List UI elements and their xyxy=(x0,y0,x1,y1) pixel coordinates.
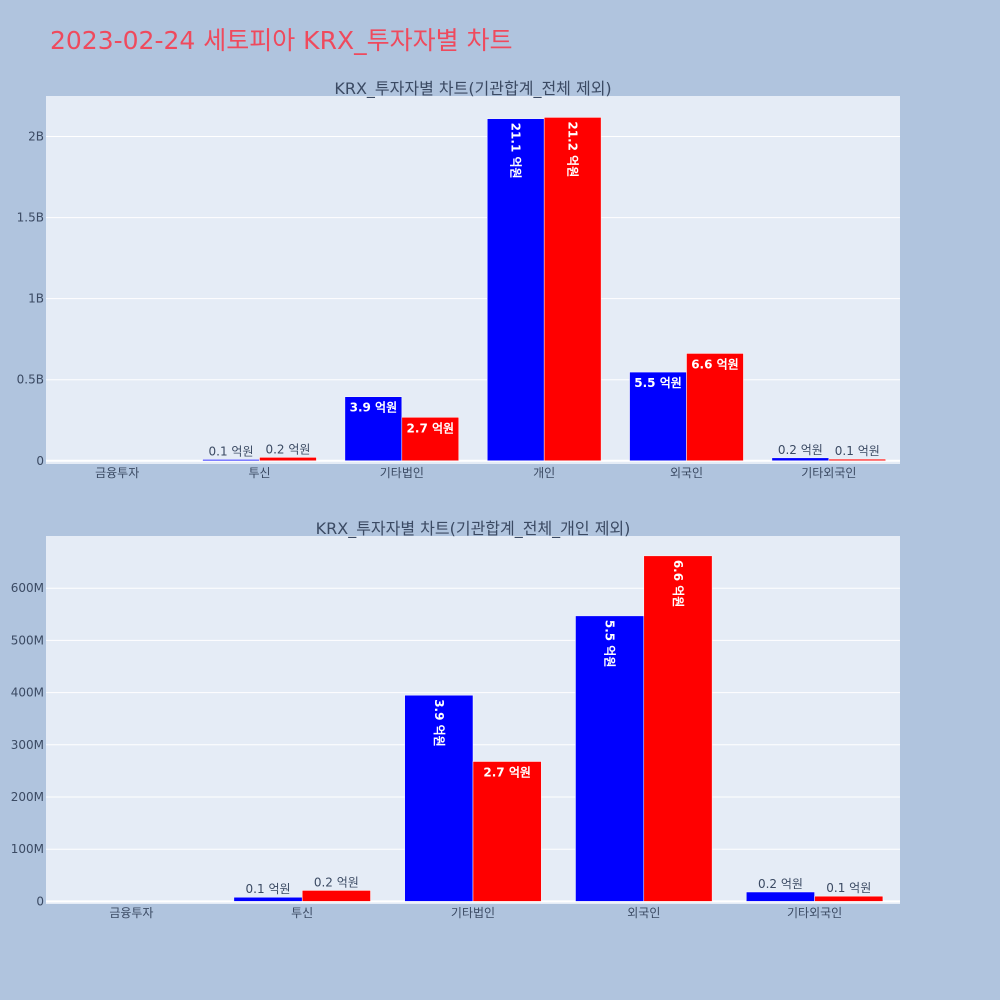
x-tick-label: 투신 xyxy=(291,906,313,920)
gridlines-top xyxy=(46,136,900,462)
data-label: 21.2 억원 xyxy=(566,121,580,177)
chart-title-top: KRX_투자자별 차트(기관합계_전체 제외) xyxy=(334,79,611,99)
bar xyxy=(828,458,887,462)
y-tick-label: 100M xyxy=(11,842,44,856)
bar xyxy=(771,457,830,462)
data-label: 0.2 억원 xyxy=(778,443,823,457)
data-label: 2.7 억원 xyxy=(483,765,531,779)
data-label: 5.5 억원 xyxy=(603,620,617,668)
data-labels-bottom: 0.1 억원 0.2 억원 3.9 억원 2.7 억원 5.5 억원 6.6 억원 0.2 … xyxy=(246,560,872,896)
y-tick-label: 300M xyxy=(11,738,44,752)
x-tick-label: 금융투자 xyxy=(109,906,153,920)
data-label: 6.6 억원 xyxy=(691,357,739,371)
y-tick-label: 0.5B xyxy=(17,373,44,387)
x-tick-label: 외국인 xyxy=(627,906,660,920)
chart-panel-top: KRX_투자자별 차트(기관합계_전체 제외) 0 0.5B 1B 1.5B 2B 금융… xyxy=(17,79,900,480)
x-tick-label: 기타외국인 xyxy=(787,906,842,920)
y-tick-label: 500M xyxy=(11,633,44,647)
bar xyxy=(404,694,474,902)
y-tick-label: 1B xyxy=(28,292,44,306)
x-tick-label: 외국인 xyxy=(670,466,703,480)
y-axis-bottom: 0 100M 200M 300M 400M 500M 600M xyxy=(11,581,44,908)
data-label: 0.2 억원 xyxy=(265,442,310,456)
data-label: 2.7 억원 xyxy=(407,421,455,435)
bar xyxy=(575,615,645,902)
x-tick-label: 금융투자 xyxy=(95,466,139,480)
bar xyxy=(472,761,542,902)
bar xyxy=(814,895,884,902)
bars-bottom xyxy=(233,555,884,902)
y-tick-label: 600M xyxy=(11,581,44,595)
bar xyxy=(401,417,460,462)
chart-panel-bottom: KRX_투자자별 차트(기관합계_전체_개인 제외) 0 100M 200M 300M… xyxy=(11,519,900,920)
bar xyxy=(259,457,317,462)
data-label: 0.2 억원 xyxy=(758,877,803,891)
bar xyxy=(686,353,744,462)
data-labels-top: 0.1 억원 0.2 억원 3.9 억원 2.7 억원 21.1 억원 21.2 억원 5.… xyxy=(209,121,880,458)
y-tick-label: 0 xyxy=(36,894,44,908)
bar xyxy=(486,118,545,462)
bar xyxy=(202,459,260,462)
bar xyxy=(233,896,303,902)
page-title: 2023-02-24 세토피아 KRX_투자자별 차트 xyxy=(50,26,513,55)
data-label: 21.1 억원 xyxy=(509,123,523,179)
bars-top xyxy=(202,117,887,462)
bar xyxy=(301,890,371,902)
bar xyxy=(643,555,713,902)
plot-area-top xyxy=(46,96,900,464)
data-label: 0.1 억원 xyxy=(209,444,254,458)
data-label: 0.1 억원 xyxy=(826,881,871,895)
y-tick-label: 0 xyxy=(36,454,44,468)
x-tick-label: 기타법인 xyxy=(451,906,495,920)
bar xyxy=(543,117,602,462)
x-axis-top: 금융투자 투신 기타법인 개인 외국인 기타외국인 xyxy=(95,466,856,480)
y-axis-top: 0 0.5B 1B 1.5B 2B xyxy=(17,130,44,468)
x-tick-label: 기타법인 xyxy=(380,466,424,480)
data-label: 0.1 억원 xyxy=(246,882,291,896)
data-label: 0.1 억원 xyxy=(835,444,880,458)
y-tick-label: 400M xyxy=(11,686,44,700)
x-tick-label: 투신 xyxy=(248,466,270,480)
y-tick-label: 2B xyxy=(28,130,44,144)
data-label: 3.9 억원 xyxy=(432,699,446,747)
x-tick-label: 개인 xyxy=(533,466,555,480)
y-tick-label: 200M xyxy=(11,790,44,804)
bar xyxy=(746,891,815,902)
x-axis-bottom: 금융투자 투신 기타법인 외국인 기타외국인 xyxy=(109,906,842,920)
bar xyxy=(344,396,403,462)
bar xyxy=(629,371,687,462)
data-label: 6.6 억원 xyxy=(671,560,685,608)
data-label: 5.5 억원 xyxy=(634,376,682,390)
data-label: 3.9 억원 xyxy=(350,401,398,415)
y-tick-label: 1.5B xyxy=(17,211,44,225)
x-tick-label: 기타외국인 xyxy=(801,466,856,480)
chart-title-bottom: KRX_투자자별 차트(기관합계_전체_개인 제외) xyxy=(316,519,631,539)
data-label: 0.2 억원 xyxy=(314,875,359,889)
